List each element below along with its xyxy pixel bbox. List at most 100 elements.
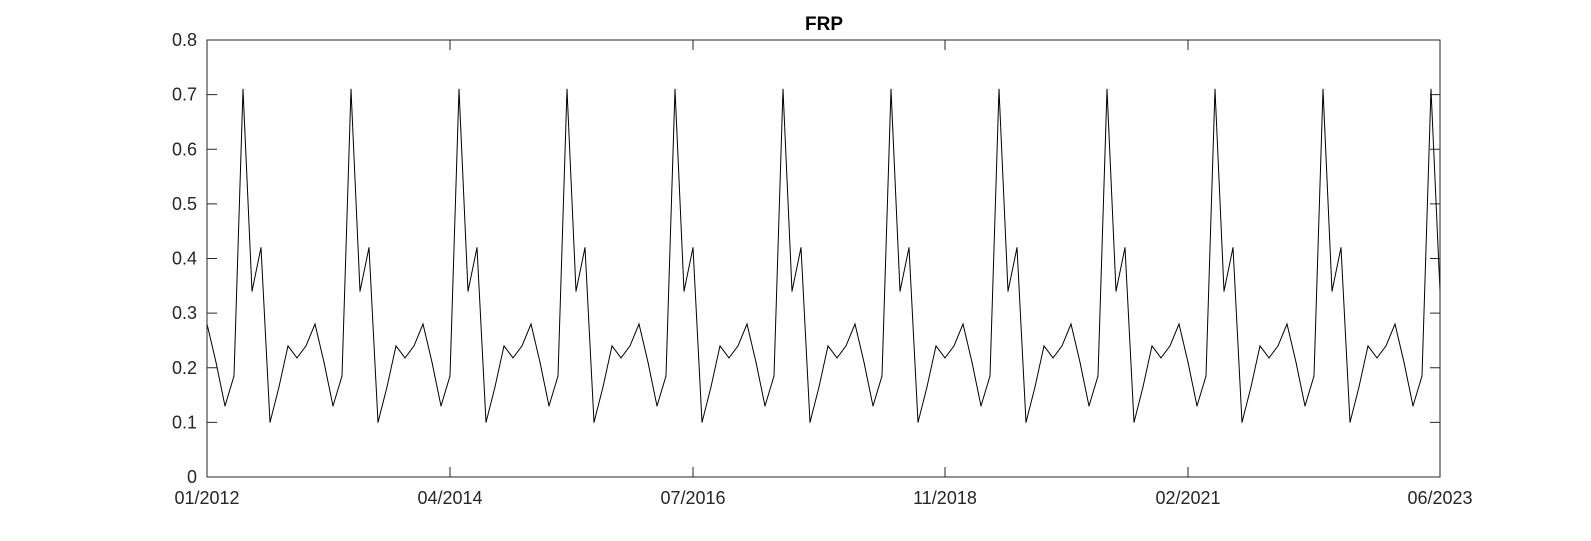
- data-point: [521, 345, 523, 347]
- data-point: [557, 375, 559, 377]
- data-point: [935, 345, 937, 347]
- plot-frame: [206, 39, 1441, 478]
- data-point: [638, 323, 640, 325]
- data-point: [422, 323, 424, 325]
- data-point: [980, 405, 982, 407]
- data-point: [314, 323, 316, 325]
- y-tick-label: 0.8: [172, 30, 197, 50]
- data-point: [350, 88, 352, 90]
- data-point: [674, 88, 676, 90]
- data-point: [1295, 361, 1297, 363]
- data-point: [944, 357, 946, 359]
- data-point: [737, 345, 739, 347]
- data-point: [404, 357, 406, 359]
- data-point: [503, 345, 505, 347]
- data-point: [1196, 405, 1198, 407]
- data-point: [1007, 290, 1009, 292]
- data-point: [665, 375, 667, 377]
- data-point: [782, 88, 784, 90]
- data-point: [1358, 386, 1360, 388]
- data-point: [260, 247, 262, 249]
- y-tick-label: 0.7: [172, 85, 197, 105]
- data-point: [1403, 361, 1405, 363]
- data-point: [1232, 247, 1234, 249]
- data-point: [827, 345, 829, 347]
- data-point: [1412, 405, 1414, 407]
- data-point: [395, 345, 397, 347]
- data-point: [1160, 357, 1162, 359]
- data-point: [449, 375, 451, 377]
- data-point: [1241, 421, 1243, 423]
- data-point: [566, 88, 568, 90]
- data-point: [602, 386, 604, 388]
- data-point: [1277, 345, 1279, 347]
- data-point: [1106, 88, 1108, 90]
- data-point: [548, 405, 550, 407]
- data-point: [530, 323, 532, 325]
- data-point: [818, 386, 820, 388]
- data-point: [755, 361, 757, 363]
- data-point: [440, 405, 442, 407]
- data-point: [251, 290, 253, 292]
- x-axis: 01/2012 04/2014 07/2016 11/2018 02/2021 06/20…: [174, 40, 1473, 508]
- data-point: [998, 88, 1000, 90]
- data-point: [1061, 345, 1063, 347]
- data-point: [431, 361, 433, 363]
- data-point: [1331, 290, 1333, 292]
- data-point: [296, 357, 298, 359]
- data-point: [1322, 88, 1324, 90]
- data-point: [1133, 421, 1135, 423]
- data-point: [584, 247, 586, 249]
- data-point: [1097, 375, 1099, 377]
- data-point: [953, 345, 955, 347]
- y-tick-label: 0.1: [172, 412, 197, 432]
- data-point: [368, 247, 370, 249]
- data-point: [1070, 323, 1072, 325]
- data-point: [701, 421, 703, 423]
- data-point: [656, 405, 658, 407]
- data-point: [863, 361, 865, 363]
- data-point: [1394, 323, 1396, 325]
- data-point: [845, 345, 847, 347]
- data-point: [467, 290, 469, 292]
- y-tick-label: 0: [187, 467, 197, 487]
- data-point: [1376, 357, 1378, 359]
- data-point: [1169, 345, 1171, 347]
- data-point: [692, 247, 694, 249]
- data-point: [476, 247, 478, 249]
- data-point: [269, 421, 271, 423]
- data-point: [1016, 247, 1018, 249]
- data-point: [620, 357, 622, 359]
- y-axis: 0 0.1 0.2 0.3 0.4 0.5 0.6 0.7 0.8: [172, 30, 1440, 487]
- y-tick-label: 0.5: [172, 194, 197, 214]
- data-point: [773, 375, 775, 377]
- data-point: [1187, 361, 1189, 363]
- data-point: [728, 357, 730, 359]
- data-point: [1286, 323, 1288, 325]
- data-point: [233, 375, 235, 377]
- data-point: [242, 88, 244, 90]
- data-point: [791, 290, 793, 292]
- data-point: [800, 247, 802, 249]
- data-point: [710, 386, 712, 388]
- data-point: [413, 345, 415, 347]
- data-point: [899, 290, 901, 292]
- data-point: [1385, 345, 1387, 347]
- data-point: [1124, 247, 1126, 249]
- data-point: [683, 290, 685, 292]
- data-point: [809, 421, 811, 423]
- data-point: [881, 375, 883, 377]
- data-point: [458, 88, 460, 90]
- x-tick-label: 07/2016: [660, 488, 725, 508]
- data-point: [989, 375, 991, 377]
- x-tick-label: 06/2023: [1407, 488, 1472, 508]
- data-point: [224, 405, 226, 407]
- data-point: [512, 357, 514, 359]
- data-point: [1151, 345, 1153, 347]
- data-point: [359, 290, 361, 292]
- data-point: [1115, 290, 1117, 292]
- data-point: [1025, 421, 1027, 423]
- data-point: [854, 323, 856, 325]
- data-point: [278, 386, 280, 388]
